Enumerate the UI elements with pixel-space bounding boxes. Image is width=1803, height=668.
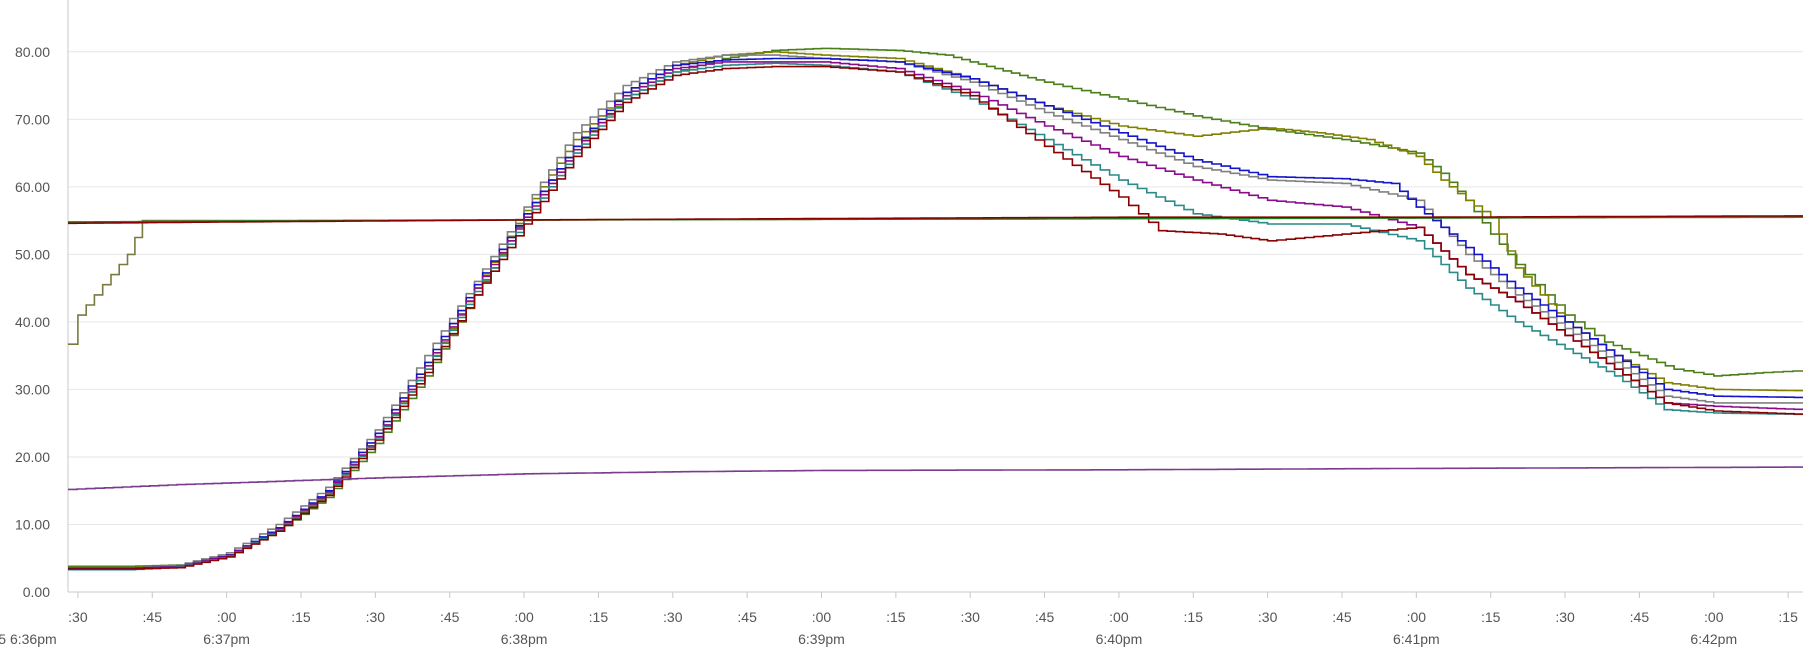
x-tick-sublabel: 6:39pm bbox=[798, 631, 845, 647]
gridlines bbox=[68, 51, 1803, 593]
y-tick-label: 0.00 bbox=[23, 584, 50, 600]
series-line-7 bbox=[68, 65, 1803, 570]
series-group bbox=[68, 47, 1803, 571]
x-tick-label: :00 bbox=[1109, 609, 1129, 625]
x-tick-label: :00 bbox=[217, 609, 237, 625]
x-tick-label: :30 bbox=[1555, 609, 1575, 625]
x-tick-label: :15 bbox=[1184, 609, 1204, 625]
y-tick-label: 50.00 bbox=[15, 246, 50, 262]
x-tick-label: :30 bbox=[960, 609, 980, 625]
x-tick-label: :45 bbox=[1332, 609, 1352, 625]
x-tick-label: :30 bbox=[663, 609, 683, 625]
x-tick-label: :15 bbox=[886, 609, 906, 625]
series-line-1 bbox=[68, 47, 1803, 568]
x-tick-label: :15 bbox=[589, 609, 609, 625]
y-tick-label: 10.00 bbox=[15, 516, 50, 532]
y-tick-label: 70.00 bbox=[15, 111, 50, 127]
x-tick-sublabel: 7/16/25 6:36pm bbox=[0, 631, 57, 647]
x-tick-label: :15 bbox=[1778, 609, 1798, 625]
series-line-3 bbox=[68, 54, 1803, 570]
x-tick-label: :15 bbox=[1481, 609, 1501, 625]
x-tick-sublabel: 6:42pm bbox=[1690, 631, 1737, 647]
x-tick-label: :30 bbox=[68, 609, 88, 625]
x-tick-label: :45 bbox=[1035, 609, 1055, 625]
x-tick-label: :15 bbox=[291, 609, 311, 625]
series-line-4 bbox=[68, 57, 1803, 570]
series-line-11 bbox=[68, 466, 1803, 491]
x-tick-label: :45 bbox=[440, 609, 460, 625]
y-axis: 0.00 10.00 20.00 30.00 40.00 50.00 60.00 70.00 8… bbox=[15, 0, 69, 600]
x-tick-label: :00 bbox=[514, 609, 534, 625]
y-tick-label: 20.00 bbox=[15, 449, 50, 465]
series-line-6 bbox=[68, 62, 1803, 571]
y-tick-label: 40.00 bbox=[15, 314, 50, 330]
x-axis: :30 7/16/25 6:36pm :45 :00 6:37pm :15 :30 :45 :0… bbox=[0, 591, 1803, 647]
x-tick-label: :30 bbox=[366, 609, 386, 625]
x-tick-sublabel: 6:40pm bbox=[1096, 631, 1143, 647]
x-tick-sublabel: 6:37pm bbox=[203, 631, 250, 647]
x-tick-sublabel: 6:41pm bbox=[1393, 631, 1440, 647]
x-tick-label: :00 bbox=[812, 609, 832, 625]
y-tick-label: 60.00 bbox=[15, 179, 50, 195]
series-line-8 bbox=[68, 216, 1803, 345]
y-tick-label: 30.00 bbox=[15, 381, 50, 397]
x-tick-sublabel: 6:38pm bbox=[501, 631, 548, 647]
x-tick-label: :00 bbox=[1704, 609, 1724, 625]
x-tick-label: :45 bbox=[143, 609, 163, 625]
y-tick-label: 80.00 bbox=[15, 44, 50, 60]
x-tick-label: :00 bbox=[1407, 609, 1427, 625]
x-tick-label: :30 bbox=[1258, 609, 1278, 625]
x-tick-label: :45 bbox=[737, 609, 757, 625]
series-line-10 bbox=[68, 215, 1803, 225]
x-tick-label: :45 bbox=[1630, 609, 1650, 625]
